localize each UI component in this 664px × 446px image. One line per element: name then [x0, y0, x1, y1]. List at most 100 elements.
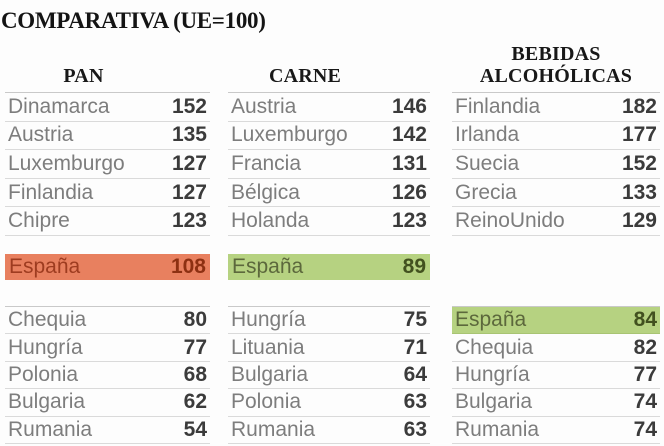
country-label: Chipre: [8, 209, 70, 233]
espana-highlight-row: España 108: [5, 253, 210, 280]
country-label: Bulgaria: [231, 362, 309, 386]
country-label: Hungría: [231, 308, 306, 332]
page-title: COMPARATIVA (UE=100): [1, 8, 266, 33]
value-label: 89: [402, 254, 426, 278]
table-row: Chequia 80: [5, 307, 210, 335]
value-label: 152: [171, 94, 207, 118]
country-label: Hungría: [8, 335, 83, 359]
below-average-list: Chequia 80 Hungría 77 Polonia 68 Bulgaria 62 Rum…: [5, 305, 210, 444]
column-header-pan: PAN: [0, 38, 186, 92]
country-label: Luxemburgo: [231, 123, 348, 147]
table-row: Bulgaria 74: [452, 389, 660, 417]
value-label: 126: [391, 180, 427, 204]
above-average-list: Dinamarca 152 Austria 135 Luxemburgo 127 Finla…: [5, 92, 210, 236]
country-label: Rumania: [455, 417, 540, 441]
country-label: Austria: [231, 94, 297, 118]
country-label: Bélgica: [231, 180, 300, 204]
espana-highlight-row: España 84: [452, 306, 660, 335]
value-label: 177: [621, 123, 657, 147]
price-column-carne: CARNE Austria 146 Luxemburgo 142 Francia 131 Bé…: [228, 38, 430, 444]
value-label: 142: [391, 123, 427, 147]
spacer: [452, 236, 660, 306]
value-label: 63: [403, 390, 427, 414]
value-label: 64: [403, 362, 427, 386]
value-label: 54: [183, 417, 207, 441]
table-row: Rumania 63: [228, 417, 430, 444]
country-label: Bulgaria: [455, 390, 533, 414]
country-label: Chequia: [8, 308, 87, 332]
value-label: 146: [391, 94, 427, 118]
table-row: Bulgaria 64: [228, 362, 430, 390]
table-row: Polonia 68: [5, 362, 210, 390]
column-header-line: PAN: [63, 65, 104, 87]
country-label: España: [9, 254, 81, 278]
country-label: Francia: [231, 151, 302, 175]
value-label: 62: [183, 390, 207, 414]
column-header-line: BEBIDAS: [511, 43, 601, 65]
value-label: 84: [633, 308, 657, 332]
table-row: Luxemburgo 127: [5, 150, 210, 179]
table-row: Finlandia 182: [452, 93, 660, 122]
table-row: Chequia 82: [452, 334, 660, 362]
value-label: 127: [171, 151, 207, 175]
table-row: Chipre 123: [5, 207, 210, 236]
country-label: ReinoUnido: [455, 209, 565, 233]
country-label: Holanda: [231, 209, 310, 233]
country-label: Bulgaria: [8, 390, 86, 414]
country-label: Rumania: [8, 417, 93, 441]
country-label: Suecia: [455, 151, 520, 175]
table-row: Luxemburgo 142: [228, 122, 430, 151]
above-average-list: Austria 146 Luxemburgo 142 Francia 131 Bélgica…: [228, 92, 430, 236]
value-label: 68: [183, 362, 207, 386]
column-header-bebidas: BEBIDAS ALCOHÓLICAS: [452, 38, 660, 92]
value-label: 133: [621, 180, 657, 204]
price-column-pan: PAN Dinamarca 152 Austria 135 Luxemburgo 127 Fi…: [5, 38, 210, 444]
above-average-list: Finlandia 182 Irlanda 177 Suecia 152 Grecia 133…: [452, 92, 660, 236]
value-label: 123: [171, 209, 207, 233]
value-label: 129: [621, 209, 657, 233]
value-label: 80: [183, 308, 207, 332]
value-label: 74: [633, 390, 657, 414]
country-label: Hungría: [455, 362, 530, 386]
column-header-carne: CARNE: [204, 38, 406, 92]
country-label: Polonia: [231, 390, 302, 414]
table-row: Irlanda 177: [452, 122, 660, 151]
value-label: 77: [633, 362, 657, 386]
value-label: 123: [391, 209, 427, 233]
price-column-bebidas: BEBIDAS ALCOHÓLICAS Finlandia 182 Irlanda 177…: [452, 38, 660, 444]
table-row: Dinamarca 152: [5, 93, 210, 122]
country-label: Polonia: [8, 362, 79, 386]
country-label: España: [232, 254, 304, 278]
value-label: 108: [170, 254, 206, 278]
value-label: 77: [183, 335, 207, 359]
value-label: 74: [633, 417, 657, 441]
table-row: Bélgica 126: [228, 179, 430, 208]
country-label: Lituania: [231, 335, 305, 359]
table-row: Lituania 71: [228, 334, 430, 362]
country-label: Finlandia: [455, 94, 541, 118]
value-label: 63: [403, 417, 427, 441]
column-header-line: ALCOHÓLICAS: [479, 65, 633, 87]
value-label: 152: [621, 151, 657, 175]
table-row: Grecia 133: [452, 179, 660, 208]
country-label: Chequia: [455, 335, 534, 359]
table-row: ReinoUnido 129: [452, 207, 660, 236]
country-label: Irlanda: [455, 123, 520, 147]
value-label: 135: [171, 123, 207, 147]
value-label: 127: [171, 180, 207, 204]
table-row: Austria 146: [228, 93, 430, 122]
country-label: Rumania: [231, 417, 316, 441]
country-label: Austria: [8, 123, 74, 147]
table-row: Hungría 77: [5, 334, 210, 362]
table-row: Rumania 54: [5, 417, 210, 444]
below-average-list: Hungría 75 Lituania 71 Bulgaria 64 Polonia 63 Ru…: [228, 305, 430, 444]
value-label: 82: [633, 335, 657, 359]
country-label: Finlandia: [8, 180, 94, 204]
country-label: Luxemburgo: [8, 151, 125, 175]
table-row: Polonia 63: [228, 389, 430, 417]
value-label: 71: [403, 335, 427, 359]
value-label: 182: [621, 94, 657, 118]
espana-highlight-row: España 89: [228, 253, 430, 280]
table-row: Francia 131: [228, 150, 430, 179]
country-label: Dinamarca: [8, 94, 110, 118]
